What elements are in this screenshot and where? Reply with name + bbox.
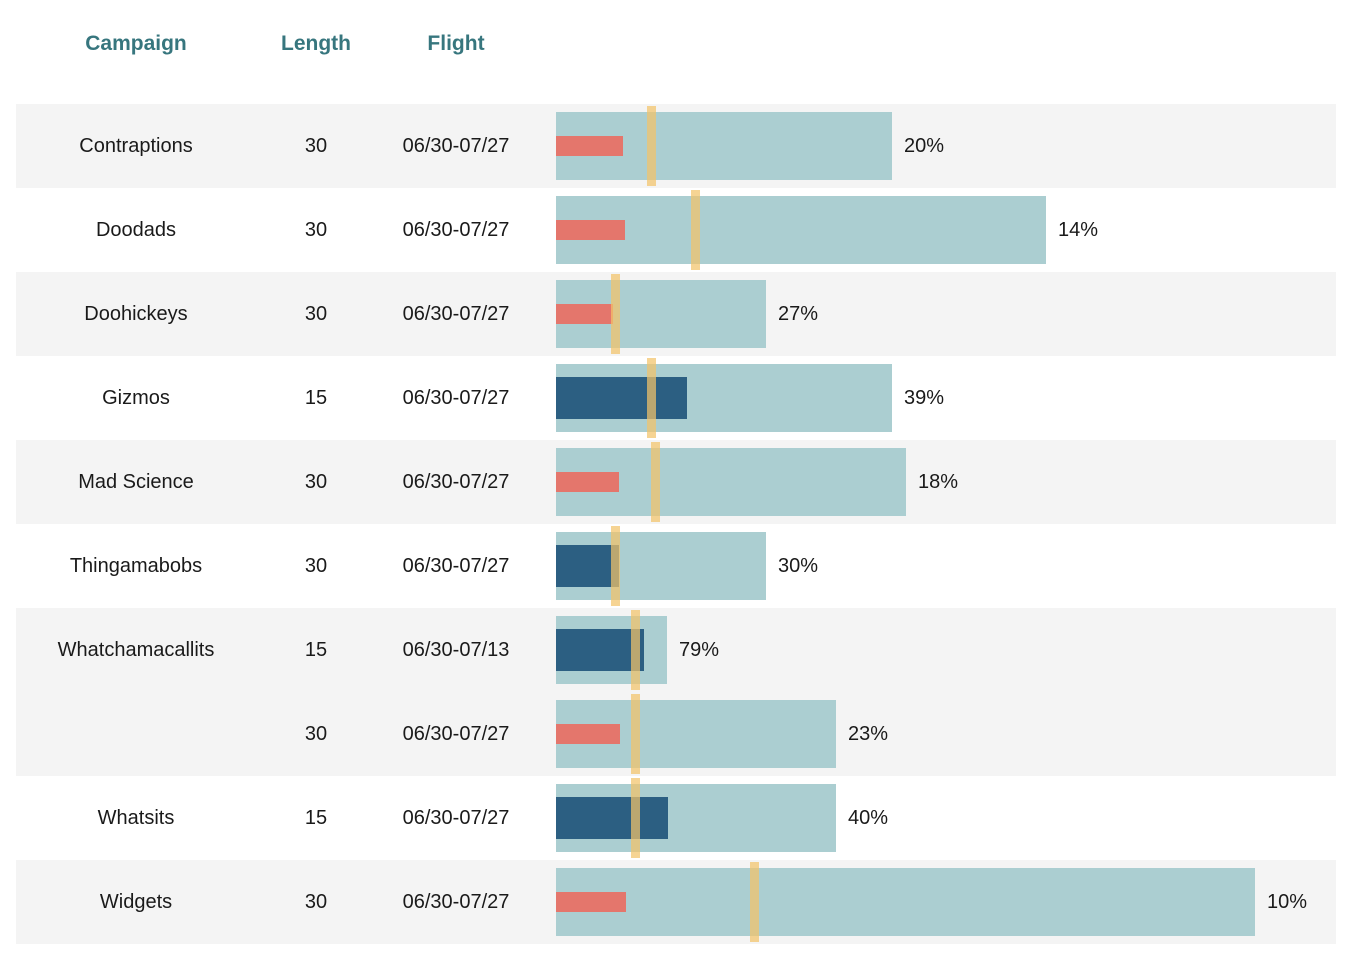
campaign-rows: Contraptions 30 06/30-07/27 20% Doodads … (16, 104, 1336, 944)
bullet-chart-cell: 39% (536, 356, 1336, 440)
bar-value (556, 724, 620, 744)
length-column-header: Length (281, 32, 351, 55)
bullet-chart-cell: 30% (536, 524, 1336, 608)
flight-cell: 06/30-07/27 (402, 302, 510, 325)
bar-track (556, 448, 906, 516)
bar-track (556, 364, 892, 432)
bullet-chart-cell: 40% (536, 776, 1336, 860)
campaign-pacing-report: Campaign Length Flight Contraptions 30 0… (16, 16, 1336, 944)
flight-cell: 06/30-07/27 (402, 386, 510, 409)
bar-percent-label: 10% (1267, 890, 1308, 913)
table-row: Whatsits 15 06/30-07/27 40% (16, 776, 1336, 860)
bar-track (556, 700, 836, 768)
flight-cell: 06/30-07/27 (402, 134, 510, 157)
bullet-chart-cell: 10% (536, 860, 1336, 944)
table-row: Gizmos 15 06/30-07/27 39% (16, 356, 1336, 440)
bar-value (556, 797, 668, 839)
bar-track (556, 112, 892, 180)
campaign-cell: Widgets (99, 890, 173, 913)
campaign-cell: Thingamabobs (69, 554, 203, 577)
bullet-chart-cell: 79% (536, 608, 1336, 692)
bullet-chart-cell: 20% (536, 104, 1336, 188)
bullet-chart-cell: 14% (536, 188, 1336, 272)
bullet-chart-cell: 27% (536, 272, 1336, 356)
pacing-marker (650, 442, 660, 522)
bar-value (556, 136, 623, 156)
length-cell: 30 (304, 218, 328, 241)
campaign-column-header: Campaign (85, 32, 187, 55)
bar-track (556, 784, 836, 852)
bar-percent-label: 27% (778, 302, 819, 325)
table-row: Whatchamacallits 15 06/30-07/13 79% (16, 608, 1336, 692)
length-cell: 30 (304, 470, 328, 493)
flight-cell: 06/30-07/27 (402, 890, 510, 913)
campaign-cell: Doodads (95, 218, 177, 241)
flight-cell: 06/30-07/27 (402, 218, 510, 241)
bullet-chart-cell: 18% (536, 440, 1336, 524)
flight-cell: 06/30-07/27 (402, 722, 510, 745)
bar-value (556, 892, 626, 912)
length-cell: 30 (304, 554, 328, 577)
bar-percent-label: 18% (918, 470, 959, 493)
campaign-cell: Contraptions (79, 134, 193, 157)
bar-percent-label: 14% (1058, 218, 1099, 241)
campaign-cell: Gizmos (102, 386, 170, 409)
flight-column-header: Flight (427, 32, 485, 55)
length-cell: 30 (304, 134, 328, 157)
table-row: Doohickeys 30 06/30-07/27 27% (16, 272, 1336, 356)
bar-percent-label: 23% (848, 722, 889, 745)
pacing-marker (611, 526, 621, 606)
campaign-cell: Whatchamacallits (57, 638, 215, 661)
length-cell: 30 (304, 302, 328, 325)
bar-track (556, 196, 1046, 264)
bar-percent-label: 79% (679, 638, 720, 661)
bar-value (556, 377, 687, 419)
table-header-row: Campaign Length Flight (16, 16, 1336, 72)
table-row: Mad Science 30 06/30-07/27 18% (16, 440, 1336, 524)
pacing-marker (631, 610, 641, 690)
bar-value (556, 545, 619, 587)
flight-cell: 06/30-07/27 (402, 554, 510, 577)
bar-value (556, 629, 644, 671)
pacing-marker (610, 274, 620, 354)
bar-value (556, 220, 625, 240)
table-row: Thingamabobs 30 06/30-07/27 30% (16, 524, 1336, 608)
length-cell: 15 (304, 806, 328, 829)
bar-track (556, 532, 766, 600)
length-cell: 15 (304, 638, 328, 661)
flight-cell: 06/30-07/13 (402, 638, 510, 661)
pacing-marker (750, 862, 760, 942)
length-cell: 30 (304, 890, 328, 913)
bar-percent-label: 20% (904, 134, 945, 157)
campaign-cell: Doohickeys (84, 302, 188, 325)
bar-value (556, 472, 619, 492)
flight-cell: 06/30-07/27 (402, 806, 510, 829)
pacing-marker (646, 358, 656, 438)
campaign-cell: Whatsits (97, 806, 175, 829)
pacing-marker (647, 106, 657, 186)
table-row: Widgets 30 06/30-07/27 10% (16, 860, 1336, 944)
flight-cell: 06/30-07/27 (402, 470, 510, 493)
pacing-marker (631, 694, 641, 774)
bar-percent-label: 30% (778, 554, 819, 577)
bar-track (556, 280, 766, 348)
bar-value (556, 304, 613, 324)
table-row: Doodads 30 06/30-07/27 14% (16, 188, 1336, 272)
pacing-marker (691, 190, 701, 270)
length-cell: 15 (304, 386, 328, 409)
pacing-marker (631, 778, 641, 858)
bar-track (556, 868, 1255, 936)
length-cell: 30 (304, 722, 328, 745)
bullet-chart-cell: 23% (536, 692, 1336, 776)
bar-track (556, 616, 667, 684)
campaign-cell: Mad Science (78, 470, 194, 493)
bar-percent-label: 40% (848, 806, 889, 829)
bar-percent-label: 39% (904, 386, 945, 409)
table-row: Contraptions 30 06/30-07/27 20% (16, 104, 1336, 188)
table-row: 30 06/30-07/27 23% (16, 692, 1336, 776)
